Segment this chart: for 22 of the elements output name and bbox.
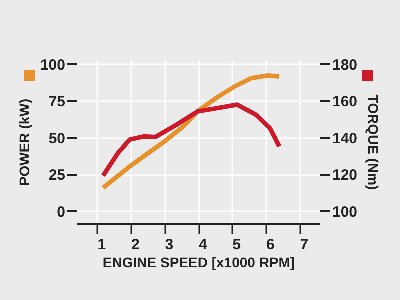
y2-tick-label: 140 xyxy=(332,130,358,148)
y-tick-label: 0 xyxy=(57,204,66,221)
line-series xyxy=(101,73,282,190)
x-axis-title: ENGINE SPEED [x1000 RPM] xyxy=(102,254,296,270)
y-tick-label: 75 xyxy=(48,94,66,111)
x-tick-label: 1 xyxy=(98,236,106,254)
x-tick-label: 7 xyxy=(300,236,309,254)
y2-tick-label: 120 xyxy=(332,167,358,184)
y2-tick-label: 100 xyxy=(332,204,358,221)
x-tick-label: 4 xyxy=(199,236,208,254)
line-series xyxy=(101,102,282,178)
y2-tick-label: 160 xyxy=(332,94,358,111)
y-tick-label: 25 xyxy=(48,167,66,184)
x-tick-label: 6 xyxy=(266,236,275,254)
x-tick-label: 3 xyxy=(165,236,174,254)
x-tick-label: 2 xyxy=(132,236,140,254)
y-axis-title: POWER (kW) xyxy=(16,98,32,186)
x-tick-label: 5 xyxy=(232,236,242,254)
y-tick-label: 100 xyxy=(40,56,66,74)
y-tick-label: 50 xyxy=(48,130,66,148)
y2-axis-title: TORQUE (Nm) xyxy=(366,94,382,190)
y2-tick-label: 180 xyxy=(332,56,358,74)
